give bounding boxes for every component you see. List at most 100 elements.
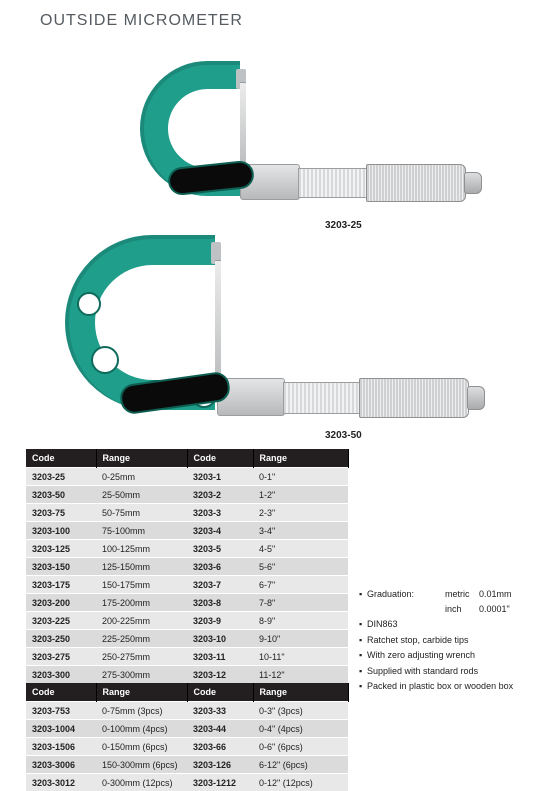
cell-range: 7-8" <box>253 594 348 612</box>
bullet-row: ▪Ratchet stop, carbide tips <box>359 634 539 648</box>
cell-range: 0-3" (3pcs) <box>253 702 348 720</box>
table-header: Range <box>253 449 348 468</box>
table-row: 3203-10075-100mm3203-43-4" <box>26 522 348 540</box>
table-header: Range <box>96 683 187 702</box>
cell-code: 3203-1 <box>187 468 253 486</box>
cell-range: 250-275mm <box>96 648 187 666</box>
bullet-text: DIN863 <box>367 618 539 632</box>
cell-range: 6-12" (6pcs) <box>253 756 348 774</box>
table-row: 3203-15060-150mm (6pcs)3203-660-6" (6pcs… <box>26 738 348 756</box>
table-row: 3203-275250-275mm3203-1110-11" <box>26 648 348 666</box>
cell-range: 275-300mm <box>96 666 187 684</box>
cell-code: 3203-126 <box>187 756 253 774</box>
cell-range: 50-75mm <box>96 504 187 522</box>
table-row: 3203-125100-125mm3203-54-5" <box>26 540 348 558</box>
table-row: 3203-10040-100mm (4pcs)3203-440-4" (4pcs… <box>26 720 348 738</box>
cell-range: 2-3" <box>253 504 348 522</box>
cell-range: 75-100mm <box>96 522 187 540</box>
cell-range: 100-125mm <box>96 540 187 558</box>
cell-code: 3203-250 <box>26 630 96 648</box>
table-row: 3203-300275-300mm3203-1211-12" <box>26 666 348 684</box>
cell-code: 3203-2 <box>187 486 253 504</box>
table-row: 3203-3006150-300mm (6pcs)3203-1266-12" (… <box>26 756 348 774</box>
cell-range: 6-7" <box>253 576 348 594</box>
micrometer-image-2 <box>65 230 485 420</box>
table-row: 3203-150125-150mm3203-65-6" <box>26 558 348 576</box>
bullet-text: Supplied with standard rods <box>367 665 539 679</box>
cell-code: 3203-3 <box>187 504 253 522</box>
bullet-text: With zero adjusting wrench <box>367 649 539 663</box>
cell-code: 3203-7 <box>187 576 253 594</box>
cell-code: 3203-225 <box>26 612 96 630</box>
cell-code: 3203-1506 <box>26 738 96 756</box>
cell-code: 3203-5 <box>187 540 253 558</box>
cell-code: 3203-175 <box>26 576 96 594</box>
cell-code: 3203-66 <box>187 738 253 756</box>
cell-code: 3203-3012 <box>26 774 96 791</box>
spec-tables: CodeRangeCodeRange 3203-250-25mm3203-10-… <box>26 449 348 791</box>
cell-code: 3203-44 <box>187 720 253 738</box>
table-row: 3203-250225-250mm3203-109-10" <box>26 630 348 648</box>
cell-range: 8-9" <box>253 612 348 630</box>
bullet-icon: ▪ <box>359 618 367 632</box>
cell-range: 0-75mm (3pcs) <box>96 702 187 720</box>
table-header: Range <box>253 683 348 702</box>
table-header: Code <box>187 449 253 468</box>
cell-code: 3203-6 <box>187 558 253 576</box>
bullet-row: ▪Supplied with standard rods <box>359 665 539 679</box>
cell-range: 175-200mm <box>96 594 187 612</box>
cell-range: 0-12" (12pcs) <box>253 774 348 791</box>
graduation-metric-key: metric <box>445 588 479 602</box>
graduation-metric-val: 0.01mm <box>479 588 523 602</box>
cell-code: 3203-4 <box>187 522 253 540</box>
cell-code: 3203-3006 <box>26 756 96 774</box>
cell-code: 3203-300 <box>26 666 96 684</box>
graduation-inch-key: inch <box>445 603 479 617</box>
cell-range: 11-12" <box>253 666 348 684</box>
table-row: 3203-7550-75mm3203-32-3" <box>26 504 348 522</box>
cell-range: 25-50mm <box>96 486 187 504</box>
spec-table-2: CodeRangeCodeRange 3203-7530-75mm (3pcs)… <box>26 683 349 791</box>
table-row: 3203-7530-75mm (3pcs)3203-330-3" (3pcs) <box>26 702 348 720</box>
cell-code: 3203-9 <box>187 612 253 630</box>
table-header: Code <box>187 683 253 702</box>
bullet-row: ▪DIN863 <box>359 618 539 632</box>
table-header: Range <box>96 449 187 468</box>
cell-range: 9-10" <box>253 630 348 648</box>
cell-code: 3203-8 <box>187 594 253 612</box>
bullet-icon: ▪ <box>359 649 367 663</box>
cell-range: 0-300mm (12pcs) <box>96 774 187 791</box>
bullet-icon: ▪ <box>359 588 367 602</box>
spec-table-1: CodeRangeCodeRange 3203-250-25mm3203-10-… <box>26 449 349 683</box>
table-row: 3203-250-25mm3203-10-1" <box>26 468 348 486</box>
cell-code: 3203-33 <box>187 702 253 720</box>
cell-code: 3203-100 <box>26 522 96 540</box>
cell-range: 150-300mm (6pcs) <box>96 756 187 774</box>
cell-code: 3203-50 <box>26 486 96 504</box>
cell-range: 0-150mm (6pcs) <box>96 738 187 756</box>
cell-range: 1-2" <box>253 486 348 504</box>
bullet-icon: ▪ <box>359 680 367 694</box>
cell-range: 125-150mm <box>96 558 187 576</box>
bullet-row: ▪With zero adjusting wrench <box>359 649 539 663</box>
cell-range: 150-175mm <box>96 576 187 594</box>
image-caption-2: 3203-50 <box>325 430 362 441</box>
table-row: 3203-175150-175mm3203-76-7" <box>26 576 348 594</box>
table-row: 3203-5025-50mm3203-21-2" <box>26 486 348 504</box>
cell-code: 3203-753 <box>26 702 96 720</box>
cell-range: 10-11" <box>253 648 348 666</box>
product-images: 3203-25 3203-50 <box>25 40 515 430</box>
spec-bullets: ▪ Graduation: metric 0.01mm inch 0.0001"… <box>359 588 539 696</box>
graduation-inch-val: 0.0001" <box>479 603 523 617</box>
table-row: 3203-225200-225mm3203-98-9" <box>26 612 348 630</box>
cell-code: 3203-275 <box>26 648 96 666</box>
cell-range: 0-4" (4pcs) <box>253 720 348 738</box>
cell-code: 3203-125 <box>26 540 96 558</box>
bullet-text: Packed in plastic box or wooden box <box>367 680 539 694</box>
cell-code: 3203-11 <box>187 648 253 666</box>
cell-code: 3203-25 <box>26 468 96 486</box>
cell-code: 3203-12 <box>187 666 253 684</box>
cell-range: 5-6" <box>253 558 348 576</box>
cell-code: 3203-200 <box>26 594 96 612</box>
cell-code: 3203-10 <box>187 630 253 648</box>
